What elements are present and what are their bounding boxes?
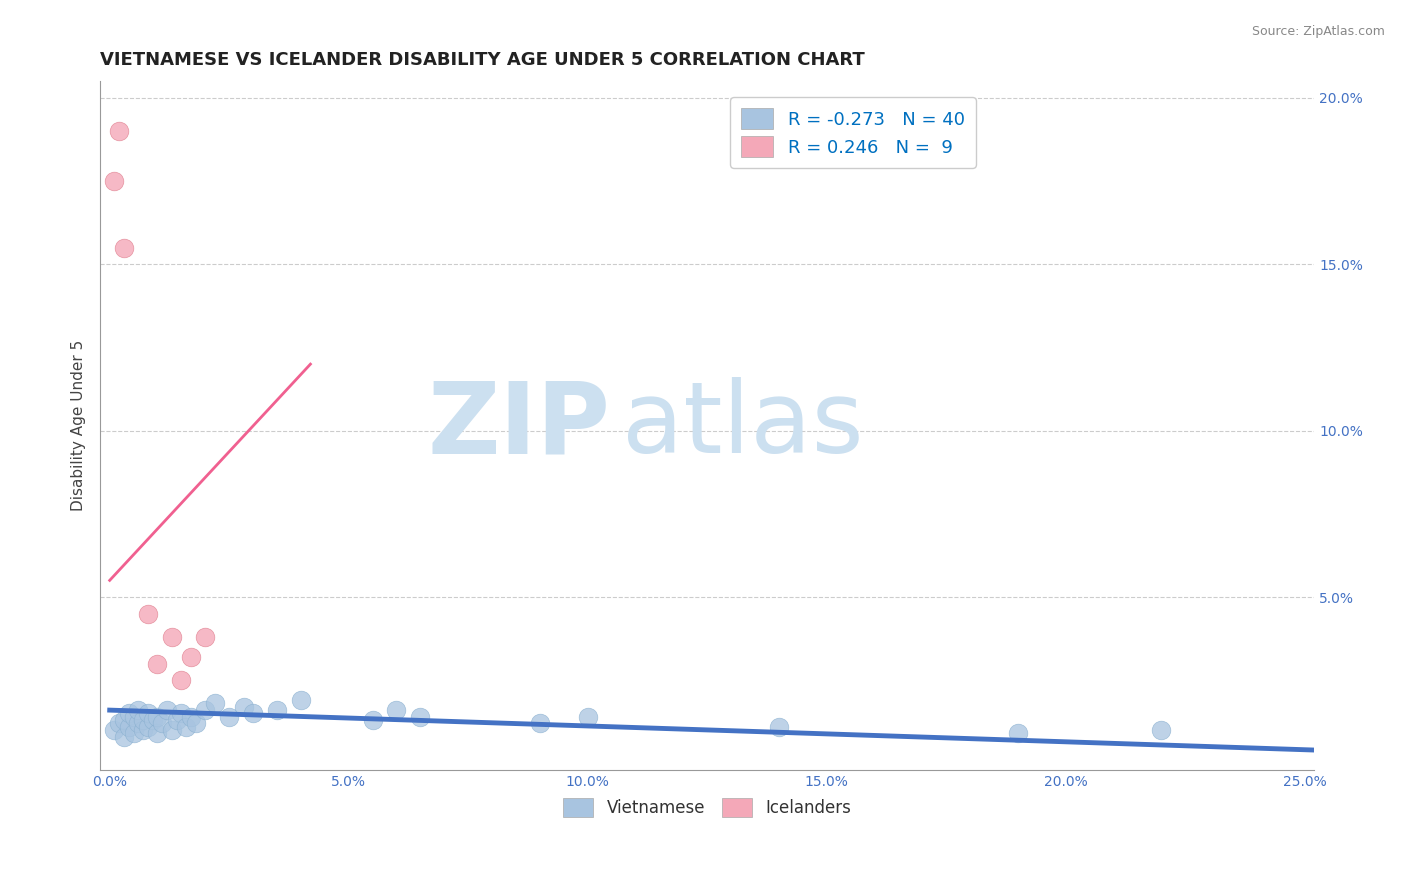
Point: [194, 703, 217, 717]
Point: [576, 710, 599, 724]
Point: [156, 703, 179, 717]
Point: [529, 716, 551, 731]
Point: [108, 124, 131, 138]
Text: ZIP: ZIP: [427, 377, 610, 475]
Point: [290, 693, 312, 707]
Point: [174, 720, 197, 734]
Point: [132, 723, 155, 737]
Text: VIETNAMESE VS ICELANDER DISABILITY AGE UNDER 5 CORRELATION CHART: VIETNAMESE VS ICELANDER DISABILITY AGE U…: [100, 51, 865, 69]
Point: [146, 726, 169, 740]
Point: [1150, 723, 1173, 737]
Point: [112, 713, 135, 727]
Point: [150, 716, 173, 731]
Point: [218, 710, 240, 724]
Point: [180, 649, 202, 664]
Point: [160, 723, 183, 737]
Point: [170, 673, 193, 688]
Point: [136, 607, 159, 621]
Point: [103, 723, 125, 737]
Point: [118, 720, 141, 734]
Point: [242, 706, 264, 721]
Point: [122, 726, 145, 740]
Point: [409, 710, 432, 724]
Point: [180, 710, 202, 724]
Point: [112, 730, 135, 744]
Point: [127, 716, 149, 731]
Point: [1007, 726, 1029, 740]
Point: [232, 699, 254, 714]
Point: [118, 706, 141, 721]
Point: [146, 710, 169, 724]
Point: [108, 716, 131, 731]
Point: [170, 706, 193, 721]
Point: [112, 241, 135, 255]
Legend: Vietnamese, Icelanders: Vietnamese, Icelanders: [557, 791, 858, 823]
Point: [132, 713, 155, 727]
Point: [266, 703, 288, 717]
Point: [146, 657, 169, 671]
Point: [194, 630, 217, 644]
Point: [122, 710, 145, 724]
Point: [127, 703, 149, 717]
Point: [166, 713, 188, 727]
Point: [160, 630, 183, 644]
Point: [385, 703, 408, 717]
Point: [204, 697, 226, 711]
Point: [142, 713, 165, 727]
Y-axis label: Disability Age Under 5: Disability Age Under 5: [72, 340, 86, 511]
Text: atlas: atlas: [623, 377, 863, 475]
Text: Source: ZipAtlas.com: Source: ZipAtlas.com: [1251, 25, 1385, 38]
Point: [136, 720, 159, 734]
Point: [184, 716, 207, 731]
Point: [136, 706, 159, 721]
Point: [361, 713, 384, 727]
Point: [768, 720, 790, 734]
Point: [103, 174, 125, 188]
